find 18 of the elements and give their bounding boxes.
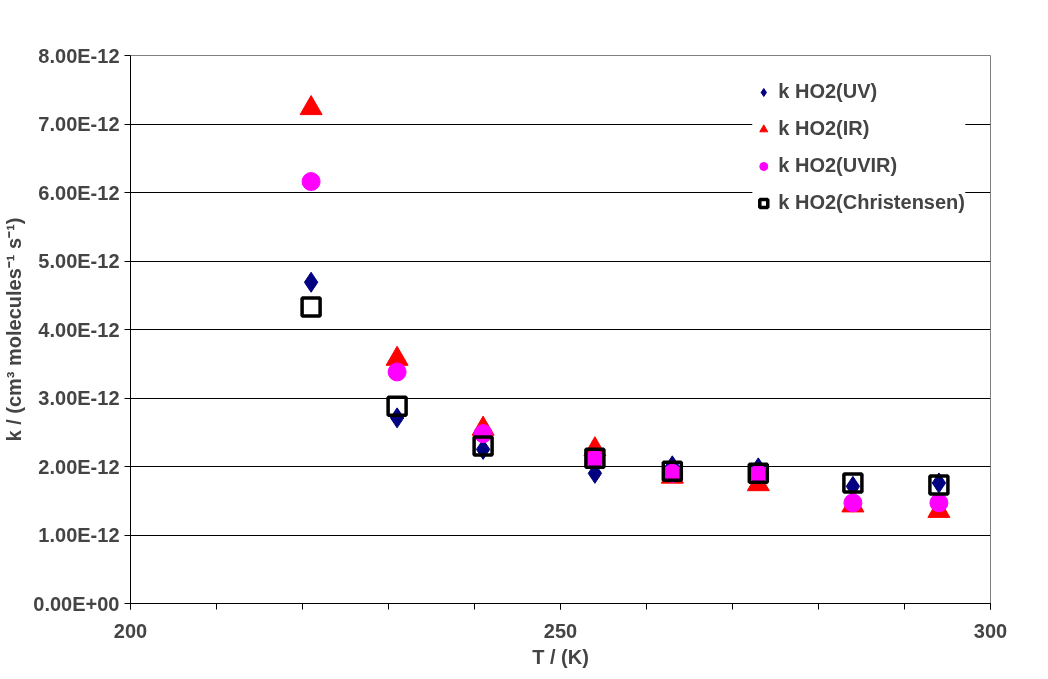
y-tick-label: 6.00E-12 [38,181,120,204]
y-tick-label: 5.00E-12 [38,250,120,272]
y-axis-title: k / (cm³ molecules⁻¹ s⁻¹) [3,217,26,442]
legend-label: k HO2(IR) [778,117,870,140]
legend-label: k HO2(UV) [778,80,878,103]
y-tick-label: 1.00E-12 [38,524,120,546]
y-tick-label: 7.00E-12 [38,113,120,135]
x-axis-title: T / (K) [532,645,589,668]
x-tick-label: 200 [113,619,148,642]
y-tick-label: 0.00E+00 [33,592,120,615]
x-tick-label: 250 [543,619,578,642]
y-tick-label: 3.00E-12 [38,387,120,409]
legend-label: k HO2(UVIR) [778,154,898,177]
y-tick-label: 4.00E-12 [38,318,120,341]
y-tick-label: 2.00E-12 [38,455,120,478]
y-tick-label: 8.00E-12 [38,44,120,67]
x-tick-label: 300 [973,619,1008,642]
legend-label: k HO2(Christensen) [778,191,965,214]
